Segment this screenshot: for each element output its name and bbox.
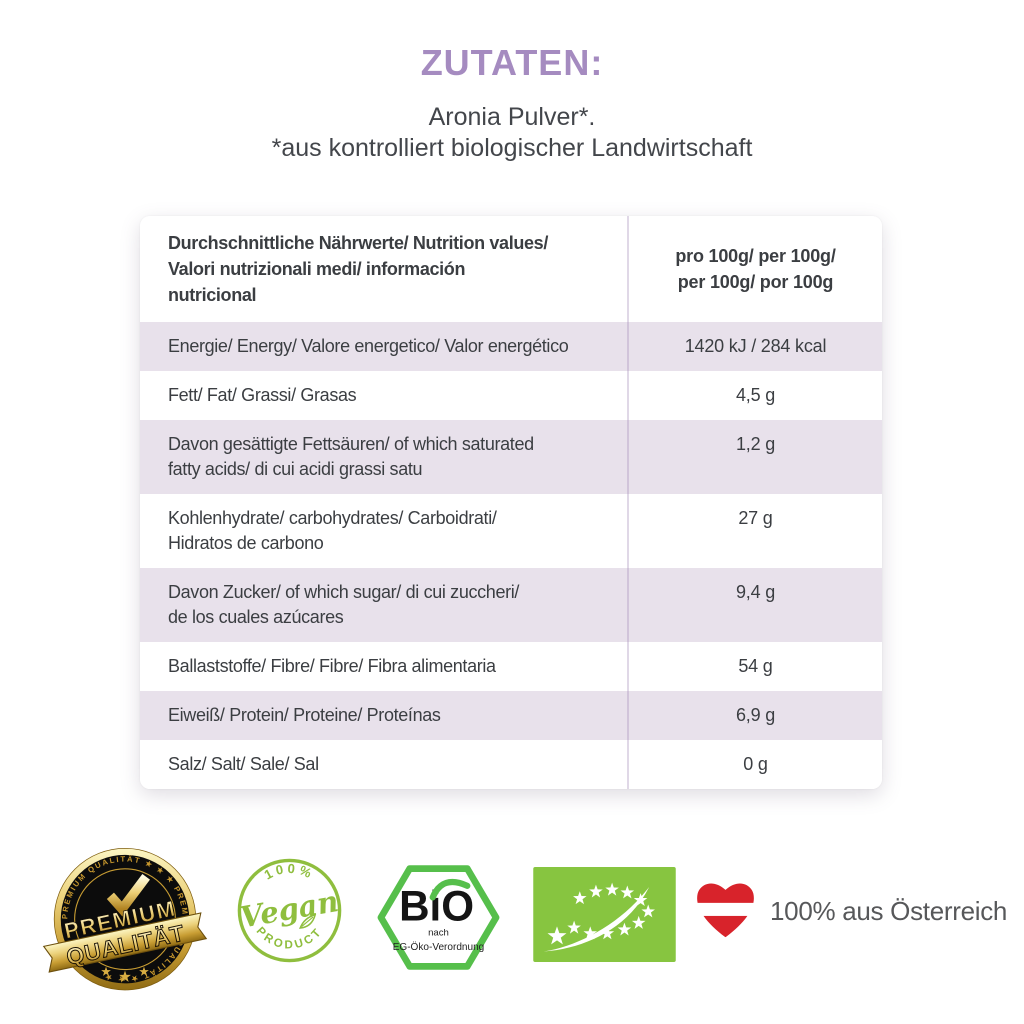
row-value: 9,4 g bbox=[627, 568, 882, 642]
vegan-ring bbox=[237, 858, 342, 963]
row-label: Kohlenhydrate/ carbohydrates/ Carboidrat… bbox=[168, 508, 497, 553]
table-row-saturated-fat: Davon gesättigte Fettsäuren/ of which sa… bbox=[140, 420, 882, 494]
row-label: Davon gesättigte Fettsäuren/ of which sa… bbox=[168, 434, 534, 479]
row-label: Fett/ Fat/ Grassi/ Grasas bbox=[168, 385, 357, 405]
table-row-carbohydrates: Kohlenhydrate/ carbohydrates/ Carboidrat… bbox=[140, 494, 882, 568]
row-value: 6,9 g bbox=[627, 691, 882, 740]
bio-seal-icon: BiO nach EG-Öko-Verordnung bbox=[377, 865, 500, 970]
table-row-salt: Salz/ Salt/ Sale/ Sal 0 g bbox=[140, 740, 882, 789]
row-label: Eiweiß/ Protein/ Proteine/ Proteínas bbox=[168, 705, 441, 725]
bio-hexagon bbox=[377, 865, 500, 970]
row-value: 27 g bbox=[627, 494, 882, 568]
eu-green-field bbox=[533, 867, 676, 962]
premium-quality-badge-icon: PREMIUM QUALITÄT ★ ★ ★ PREMIUM QUALITÄT … bbox=[42, 848, 208, 991]
row-value: 0 g bbox=[627, 740, 882, 789]
table-row-sugar: Davon Zucker/ of which sugar/ di cui zuc… bbox=[140, 568, 882, 642]
bio-sub1: nach bbox=[428, 928, 449, 939]
checkmark-icon bbox=[106, 873, 150, 917]
bio-sub2: EG-Öko-Verordnung bbox=[393, 941, 485, 953]
austria-flag-stripes bbox=[697, 883, 754, 938]
row-value: 1,2 g bbox=[627, 420, 882, 494]
row-value: 4,5 g bbox=[627, 371, 882, 420]
table-header-label: Durchschnittliche Nährwerte/ Nutrition v… bbox=[168, 233, 548, 305]
eu-organic-logo-icon bbox=[533, 867, 676, 962]
page-title: ZUTATEN: bbox=[420, 42, 604, 83]
table-row-energy: Energie/ Energy/ Valore energetico/ Valo… bbox=[140, 322, 882, 371]
bio-swoosh bbox=[429, 878, 471, 901]
table-header-row: Durchschnittliche Nährwerte/ Nutrition v… bbox=[140, 216, 882, 322]
ingredients-subtitle: Aronia Pulver*. *aus kontrolliert biolog… bbox=[0, 102, 1024, 164]
austria-origin-label: 100% aus Österreich bbox=[770, 896, 1008, 926]
subtitle-line-1: Aronia Pulver*. bbox=[428, 103, 596, 131]
table-header-value: pro 100g/ per 100g/ per 100g/ por 100g bbox=[627, 216, 882, 322]
table-row-protein: Eiweiß/ Protein/ Proteine/ Proteínas 6,9… bbox=[140, 691, 882, 740]
table-row-fat: Fett/ Fat/ Grassi/ Grasas 4,5 g bbox=[140, 371, 882, 420]
austria-heart-icon bbox=[697, 883, 754, 938]
nutrition-table: Durchschnittliche Nährwerte/ Nutrition v… bbox=[140, 216, 882, 789]
leaf-icon bbox=[298, 913, 317, 929]
subtitle-line-2: *aus kontrolliert biologischer Landwirts… bbox=[271, 134, 753, 162]
row-label: Ballaststoffe/ Fibre/ Fibre/ Fibra alime… bbox=[168, 656, 496, 676]
row-label: Energie/ Energy/ Valore energetico/ Valo… bbox=[168, 336, 569, 356]
row-label: Davon Zucker/ of which sugar/ di cui zuc… bbox=[168, 582, 520, 627]
table-row-fibre: Ballaststoffe/ Fibre/ Fibre/ Fibra alime… bbox=[140, 642, 882, 691]
row-value: 1420 kJ / 284 kcal bbox=[627, 322, 882, 371]
row-value: 54 g bbox=[627, 642, 882, 691]
vegan-badge-icon: 100% Vegan PRODUCT bbox=[237, 858, 342, 963]
row-label: Salz/ Salt/ Sale/ Sal bbox=[168, 754, 319, 774]
